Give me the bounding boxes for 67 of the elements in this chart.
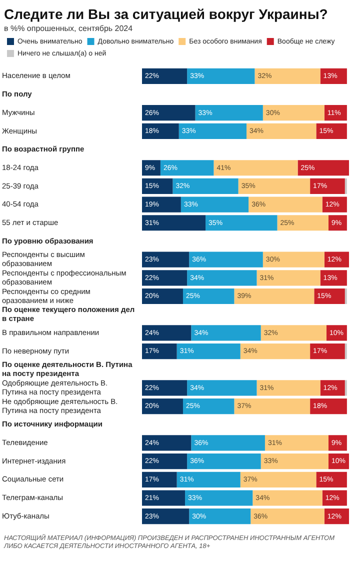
bar (142, 325, 192, 341)
bar (328, 435, 347, 451)
bar (142, 105, 196, 121)
bar (277, 215, 329, 231)
bar (180, 196, 249, 212)
bar (182, 288, 234, 304)
bar (322, 490, 347, 506)
bar (240, 343, 310, 360)
bar (142, 252, 190, 268)
bar (189, 252, 263, 268)
bar (142, 270, 188, 286)
bar (195, 105, 263, 121)
bar (214, 160, 298, 176)
bar (185, 490, 253, 506)
bar (256, 380, 320, 396)
bar (234, 288, 314, 304)
bar (142, 380, 188, 396)
bar (142, 490, 186, 506)
bar (262, 252, 324, 268)
bar (189, 508, 251, 524)
bar (142, 215, 206, 231)
bar (142, 288, 183, 304)
bar (248, 196, 322, 212)
bar (142, 435, 192, 451)
bar (316, 123, 347, 139)
bar (310, 343, 345, 360)
bar (191, 325, 261, 341)
bar (142, 508, 190, 524)
bar (142, 178, 173, 194)
bar (187, 68, 255, 84)
bar (310, 178, 345, 194)
bar (252, 490, 322, 506)
bar (172, 178, 238, 194)
bar (142, 68, 188, 84)
bar (178, 123, 247, 139)
bar (142, 454, 188, 470)
bar (254, 68, 320, 84)
bar (264, 435, 329, 451)
bar (160, 160, 214, 176)
bar (240, 472, 316, 488)
bar (260, 454, 329, 470)
bar (142, 343, 177, 360)
bar (176, 343, 240, 360)
bar (206, 215, 278, 231)
bar (260, 325, 326, 341)
bar (142, 123, 179, 139)
bar (142, 196, 181, 212)
bar (238, 178, 310, 194)
bar (182, 398, 234, 414)
bar (250, 508, 324, 524)
bar (187, 270, 257, 286)
bar (187, 380, 257, 396)
bar (234, 398, 310, 414)
bar (187, 454, 261, 470)
chart-title: Следите ли Вы за ситуацией вокруг Украины? (4, 6, 329, 22)
bar (314, 288, 345, 304)
bar (191, 435, 265, 451)
text: в %% опрошенных, сентябрь 2024 (4, 24, 134, 33)
bar (310, 398, 347, 414)
bar (246, 123, 316, 139)
bar (262, 105, 324, 121)
bar (142, 398, 183, 414)
bar (176, 472, 240, 488)
bar (142, 472, 177, 488)
bar (298, 160, 349, 176)
bar (256, 270, 320, 286)
bar (316, 472, 347, 488)
